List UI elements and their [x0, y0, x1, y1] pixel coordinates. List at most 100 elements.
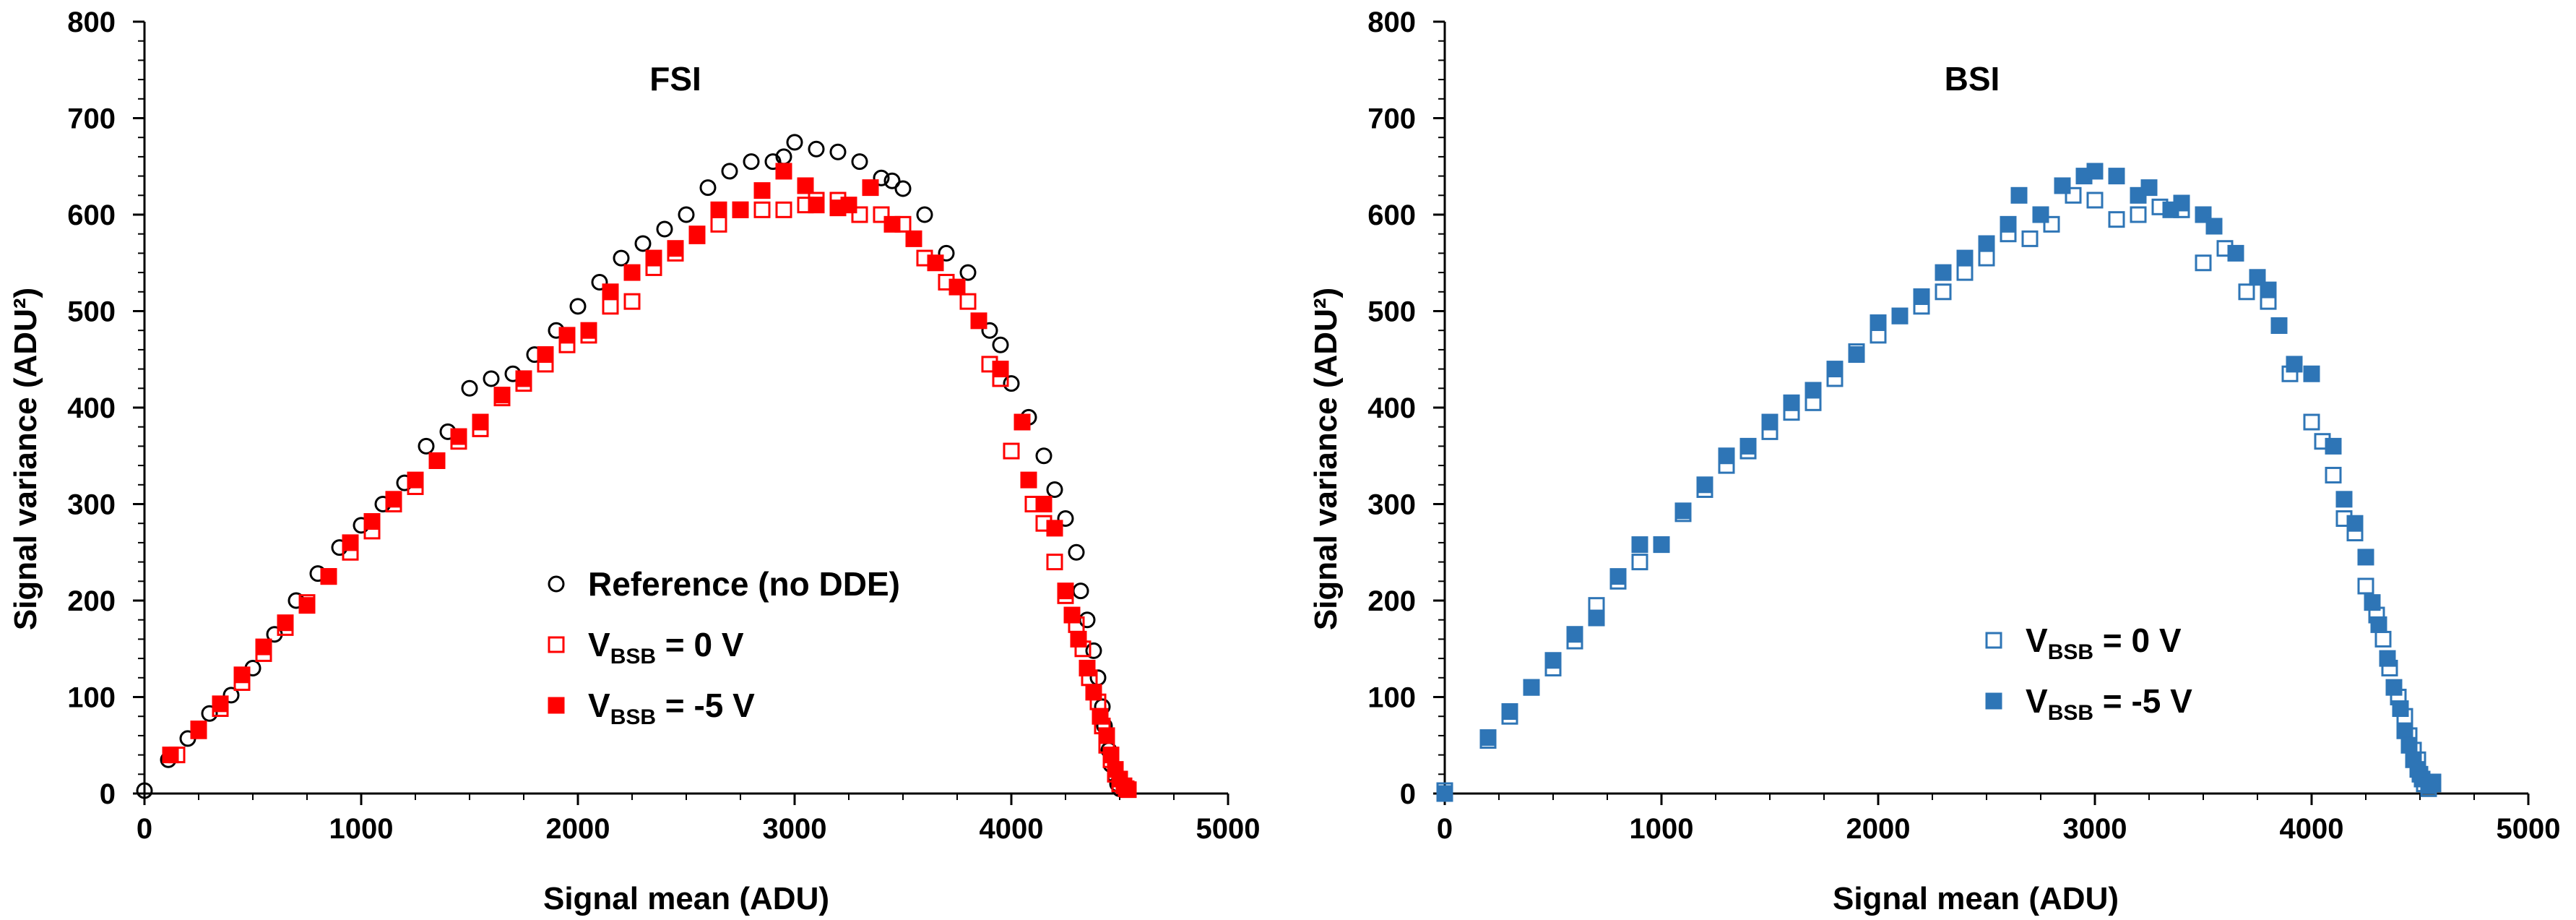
data-point: [1079, 659, 1096, 676]
data-point: [873, 169, 890, 186]
data-point: [2043, 215, 2060, 233]
data-point: [1046, 520, 1063, 537]
data-point: [407, 471, 424, 489]
data-point: [1523, 679, 1540, 696]
data-point: [190, 721, 207, 738]
x-axis-label: Signal mean (ADU): [543, 881, 829, 916]
data-point: [992, 336, 1009, 353]
y-tick-label: 0: [100, 778, 116, 810]
y-tick-label: 600: [1367, 199, 1416, 231]
data-point: [1436, 785, 1453, 802]
data-point: [320, 568, 337, 585]
y-tick-label: 400: [1367, 392, 1416, 424]
data-point: [483, 370, 500, 387]
y-axis-label: Signal variance (ADU²): [1308, 288, 1344, 630]
data-point: [2270, 317, 2288, 335]
y-tick-label: 200: [1367, 585, 1416, 617]
legend-label: VBSB = 0 V: [2026, 622, 2182, 664]
data-point: [1046, 554, 1063, 571]
data-point: [2303, 413, 2320, 431]
data-point: [418, 437, 435, 455]
y-tick-label: 300: [1367, 489, 1416, 521]
data-point: [1098, 727, 1115, 744]
data-point: [1003, 375, 1020, 392]
data-point: [461, 379, 478, 397]
data-point: [222, 687, 240, 704]
data-point: [1674, 502, 1692, 520]
data-point: [948, 278, 966, 296]
data-point: [1739, 437, 1757, 455]
data-point: [2385, 679, 2403, 696]
data-point: [342, 534, 359, 551]
data-point: [645, 249, 662, 267]
data-point: [851, 153, 868, 171]
data-point: [1085, 642, 1102, 659]
data-point: [2130, 206, 2147, 223]
data-point: [927, 254, 944, 272]
x-tick-label: 4000: [980, 813, 1044, 845]
legend: VBSB = 0 V VBSB = -5 V: [1985, 622, 2192, 725]
data-point: [2238, 283, 2255, 301]
data-point: [916, 206, 933, 223]
x-tick-label: 1000: [1630, 813, 1694, 845]
data-point: [2108, 168, 2125, 185]
data-point: [2010, 186, 2028, 204]
data-point: [1070, 630, 1087, 648]
chart-title: FSI: [649, 60, 701, 98]
data-point: [1020, 471, 1037, 489]
data-point: [602, 298, 619, 315]
y-tick-label: 100: [67, 682, 116, 714]
series-2: [162, 163, 1137, 799]
data-point: [623, 264, 641, 281]
data-point: [233, 666, 251, 684]
data-point: [1870, 314, 1887, 332]
data-point: [1035, 447, 1053, 465]
legend-label: VBSB = -5 V: [2026, 682, 2192, 725]
data-point: [1079, 611, 1096, 629]
data-point: [721, 163, 738, 180]
data-point: [2424, 773, 2442, 791]
legend-marker: [548, 575, 565, 593]
data-point: [1003, 442, 1020, 460]
data-point: [1479, 729, 1497, 747]
data-point: [753, 201, 771, 218]
data-point: [1063, 606, 1081, 624]
x-tick-label: 5000: [1196, 813, 1261, 845]
data-point: [851, 206, 868, 223]
data-point: [1891, 307, 1909, 324]
data-point: [775, 163, 792, 180]
data-point: [1085, 684, 1102, 701]
data-point: [2021, 230, 2039, 247]
data-point: [688, 225, 706, 243]
data-point: [1013, 413, 1031, 431]
legend-marker: [1985, 692, 2002, 710]
chart-fsi: FSI Signal mean (ADU) Signal variance (A…: [8, 7, 1260, 916]
data-point: [2227, 244, 2244, 262]
data-point: [1696, 476, 1713, 494]
series-1: [1436, 163, 2442, 802]
data-point: [678, 206, 695, 223]
data-point: [162, 747, 179, 764]
legend-label: VBSB = 0 V: [588, 626, 744, 668]
y-tick-label: 500: [67, 296, 116, 328]
data-point: [1935, 283, 1952, 301]
legend-marker: [548, 697, 565, 714]
data-point: [840, 197, 857, 214]
legend-label: Reference (no DDE): [588, 565, 900, 603]
data-point: [2396, 722, 2413, 739]
data-point: [2195, 254, 2212, 272]
y-tick-label: 600: [67, 199, 116, 231]
data-point: [450, 428, 467, 445]
legend-label: VBSB = -5 V: [588, 687, 755, 729]
data-point: [797, 177, 814, 194]
data-point: [732, 201, 749, 218]
data-point: [2346, 515, 2364, 532]
data-point: [883, 172, 901, 189]
data-point: [1978, 249, 1995, 267]
data-point: [602, 283, 619, 301]
data-point: [1092, 708, 1109, 725]
data-point: [2086, 192, 2104, 209]
y-axis-label: Signal variance (ADU²): [8, 288, 43, 630]
data-point: [1057, 510, 1074, 528]
y-tick-label: 0: [1400, 778, 1416, 810]
